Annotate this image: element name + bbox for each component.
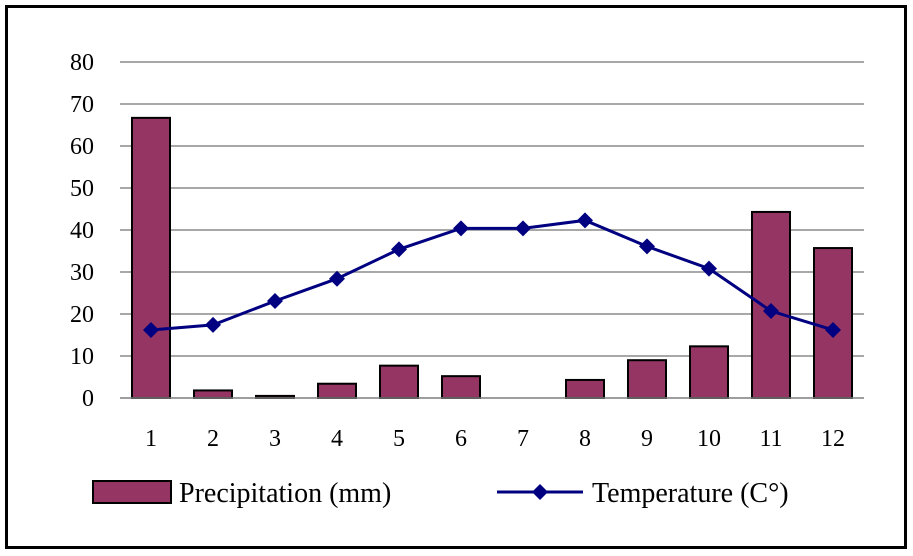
y-tick-label: 80: [70, 50, 94, 76]
x-tick-label: 12: [821, 426, 845, 452]
precipitation-bar-8: [565, 378, 605, 400]
temperature-point-10: [701, 260, 717, 277]
precipitation-bar-1: [131, 116, 171, 400]
temperature-point-3: [267, 292, 283, 309]
temperature-point-12: [825, 321, 841, 338]
temperature-point-8: [577, 212, 593, 229]
precipitation-bar-5: [379, 364, 419, 400]
precipitation-bar-6: [441, 375, 481, 400]
temperature-point-2: [205, 316, 221, 333]
precipitation-bar-10: [689, 345, 729, 399]
y-tick-label: 10: [70, 344, 94, 370]
legend-temperature-label: Temperature (C°): [592, 478, 789, 509]
y-tick-label: 30: [70, 260, 94, 286]
x-tick-label: 6: [455, 426, 467, 452]
temperature-point-1: [143, 321, 159, 338]
temperature-point-7: [515, 220, 531, 237]
temperature-point-5: [391, 241, 407, 258]
legend: Precipitation (mm) Temperature (C°): [92, 478, 789, 509]
y-tick-label: 0: [82, 386, 94, 412]
x-tick-label: 3: [269, 426, 281, 452]
x-tick-label: 5: [393, 426, 405, 452]
precipitation-bar-4: [317, 382, 357, 400]
y-axis-ticks: 0 10 20 30 40 50 60 70 80: [70, 50, 94, 412]
legend-precipitation-label: Precipitation (mm): [179, 478, 391, 509]
temperature-point-4: [329, 270, 345, 287]
x-tick-label: 8: [579, 426, 591, 452]
temperature-series-line: [150, 218, 834, 332]
legend-precipitation-swatch: [92, 480, 172, 504]
x-tick-label: 7: [517, 426, 529, 452]
x-tick-label: 2: [207, 426, 219, 452]
x-tick-label: 11: [759, 426, 782, 452]
precipitation-bar-9: [627, 359, 667, 400]
precipitation-bar-2: [193, 389, 233, 400]
x-tick-label: 4: [331, 426, 343, 452]
temperature-line: [143, 212, 841, 338]
legend-temperature-marker: [532, 484, 548, 500]
y-tick-label: 60: [70, 134, 94, 160]
x-tick-label: 10: [697, 426, 721, 452]
y-tick-label: 50: [70, 176, 94, 202]
temperature-point-6: [453, 220, 469, 237]
y-tick-label: 20: [70, 302, 94, 328]
y-tick-label: 40: [70, 218, 94, 244]
x-axis-ticks: 1 2 3 4 5 6 7 8 9 10 11 12: [145, 426, 845, 452]
temperature-point-9: [639, 238, 655, 255]
y-tick-label: 70: [70, 92, 94, 118]
x-tick-label: 1: [145, 426, 157, 452]
x-tick-label: 9: [641, 426, 653, 452]
temperature-point-11: [763, 303, 779, 320]
